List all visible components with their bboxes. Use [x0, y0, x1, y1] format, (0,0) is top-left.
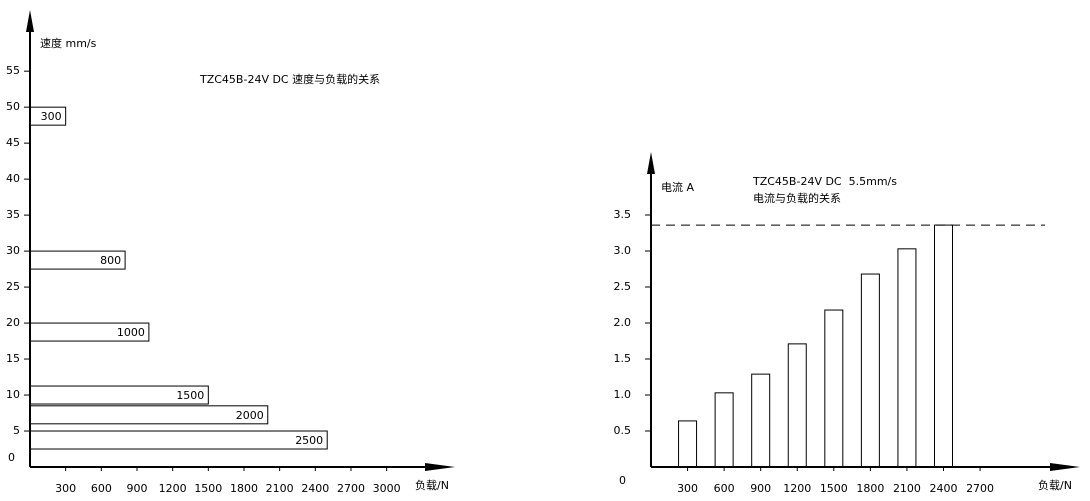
- x-tick-label: 900: [750, 482, 771, 495]
- arrow: [26, 10, 34, 32]
- arrow: [1050, 463, 1080, 471]
- y-axis-label: 电流 A: [661, 180, 694, 194]
- y-tick-label: 3.0: [614, 244, 632, 257]
- x-tick-label: 600: [714, 482, 735, 495]
- bar: [897, 248, 917, 468]
- x-tick-label: 2400: [301, 482, 329, 495]
- y-tick-label: 30: [6, 244, 20, 257]
- y-tick-label: 20: [6, 316, 20, 329]
- y-tick-label: 2.0: [614, 316, 632, 329]
- x-axis-label: 负载/N: [1038, 478, 1072, 492]
- x-tick-label: 3000: [373, 482, 401, 495]
- bar: [787, 343, 807, 468]
- x-tick-label: 2700: [966, 482, 994, 495]
- bar: [29, 430, 328, 450]
- x-tick-label: 300: [677, 482, 698, 495]
- x-tick-label: 900: [126, 482, 147, 495]
- bar: [751, 373, 771, 468]
- y-axis-label: 速度 mm/s: [40, 36, 97, 50]
- bar: [29, 106, 67, 126]
- bar-label: 1000: [117, 326, 145, 339]
- y-tick-label: 15: [6, 352, 20, 365]
- x-tick-label: 1200: [159, 482, 187, 495]
- bar-label: 300: [41, 110, 62, 123]
- chart-title: TZC45B-24V DC 5.5mm/s: [752, 175, 897, 188]
- x-axis-label: 负载/N: [415, 478, 449, 492]
- bar: [860, 273, 880, 468]
- x-tick-label: 1200: [783, 482, 811, 495]
- bar-label: 800: [100, 254, 121, 267]
- x-tick-label: 1800: [856, 482, 884, 495]
- x-tick-label: 2100: [266, 482, 294, 495]
- y-tick-label: 1.0: [614, 388, 632, 401]
- chart-subtitle: 电流与负载的关系: [753, 191, 841, 205]
- bar-label: 2500: [295, 434, 323, 447]
- y-tick-label: 1.5: [614, 352, 632, 365]
- y-tick-label: 0: [8, 451, 15, 464]
- bar: [29, 385, 209, 405]
- y-tick-label: 2.5: [614, 280, 632, 293]
- arrow: [425, 463, 455, 471]
- x-tick-label: 1500: [820, 482, 848, 495]
- y-tick-label: 10: [6, 388, 20, 401]
- bar: [29, 322, 150, 342]
- bar-label: 2000: [236, 409, 264, 422]
- y-tick-label: 45: [6, 136, 20, 149]
- x-tick-label: 1500: [194, 482, 222, 495]
- bar-label: 1500: [176, 389, 204, 402]
- bar: [824, 309, 844, 468]
- y-tick-label: 25: [6, 280, 20, 293]
- y-tick-label: 40: [6, 172, 20, 185]
- bar: [714, 392, 734, 468]
- y-tick-label: 5: [13, 424, 20, 437]
- bar: [678, 420, 698, 468]
- y-tick-label: 0: [619, 474, 626, 487]
- arrow: [647, 152, 655, 174]
- x-tick-label: 2100: [893, 482, 921, 495]
- bar: [29, 405, 269, 425]
- bar: [29, 250, 126, 270]
- chart-title: TZC45B-24V DC 速度与负载的关系: [199, 72, 380, 86]
- x-tick-label: 300: [55, 482, 76, 495]
- x-tick-label: 2400: [930, 482, 958, 495]
- y-tick-label: 3.5: [614, 208, 632, 221]
- y-tick-label: 0.5: [614, 424, 632, 437]
- y-tick-label: 55: [6, 64, 20, 77]
- bar: [934, 224, 953, 468]
- x-tick-label: 2700: [337, 482, 365, 495]
- y-tick-label: 35: [6, 208, 20, 221]
- y-tick-label: 50: [6, 100, 20, 113]
- x-tick-label: 600: [91, 482, 112, 495]
- x-tick-label: 1800: [230, 482, 258, 495]
